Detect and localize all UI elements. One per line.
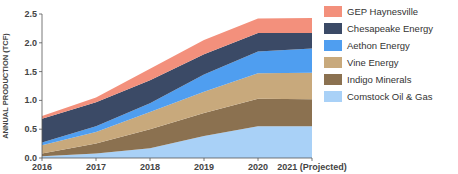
x-tick-label: 2016 bbox=[32, 162, 52, 172]
chart: 0.00.51.01.52.02.52016201720182019202020… bbox=[0, 0, 458, 174]
y-tick bbox=[39, 42, 42, 43]
x-tick bbox=[204, 158, 205, 161]
legend-label: Indigo Minerals bbox=[347, 74, 412, 85]
legend: GEP Haynesville Chesapeake Energy Aethon E… bbox=[324, 6, 433, 102]
y-tick-label: 0.5 bbox=[24, 124, 37, 134]
y-tick bbox=[39, 71, 42, 72]
y-tick-label: 2.0 bbox=[24, 38, 37, 48]
legend-label: Comstock Oil & Gas bbox=[347, 91, 433, 102]
x-tick bbox=[96, 158, 97, 161]
x-tick bbox=[42, 158, 43, 161]
legend-swatch bbox=[324, 91, 342, 102]
y-tick bbox=[39, 100, 42, 101]
y-tick bbox=[39, 14, 42, 15]
legend-label: Aethon Energy bbox=[347, 40, 410, 51]
x-tick bbox=[150, 158, 151, 161]
x-tick bbox=[312, 158, 313, 161]
y-tick-label: 1.0 bbox=[24, 95, 37, 105]
y-tick bbox=[39, 129, 42, 130]
x-tick-label: 2017 bbox=[86, 162, 106, 172]
legend-label: GEP Haynesville bbox=[347, 6, 418, 17]
legend-swatch bbox=[324, 6, 342, 17]
legend-label: Vine Energy bbox=[347, 57, 399, 68]
x-axis bbox=[42, 158, 312, 159]
legend-swatch bbox=[324, 57, 342, 68]
y-axis-label: ANNUAL PRODUCTION (TCF) bbox=[1, 33, 10, 139]
y-tick-label: 1.5 bbox=[24, 67, 37, 77]
areas bbox=[42, 18, 312, 158]
x-tick-label: 2021 (Projected) bbox=[277, 162, 347, 172]
legend-swatch bbox=[324, 40, 342, 51]
area bbox=[42, 18, 312, 119]
y-axis bbox=[42, 14, 43, 158]
legend-swatch bbox=[324, 23, 342, 34]
y-tick bbox=[39, 158, 42, 159]
x-tick-label: 2020 bbox=[248, 162, 268, 172]
x-tick-label: 2018 bbox=[140, 162, 160, 172]
x-tick-label: 2019 bbox=[194, 162, 214, 172]
y-tick-label: 2.5 bbox=[24, 9, 37, 19]
legend-swatch bbox=[324, 74, 342, 85]
legend-label: Chesapeake Energy bbox=[347, 23, 433, 34]
x-tick bbox=[258, 158, 259, 161]
area bbox=[42, 33, 312, 142]
